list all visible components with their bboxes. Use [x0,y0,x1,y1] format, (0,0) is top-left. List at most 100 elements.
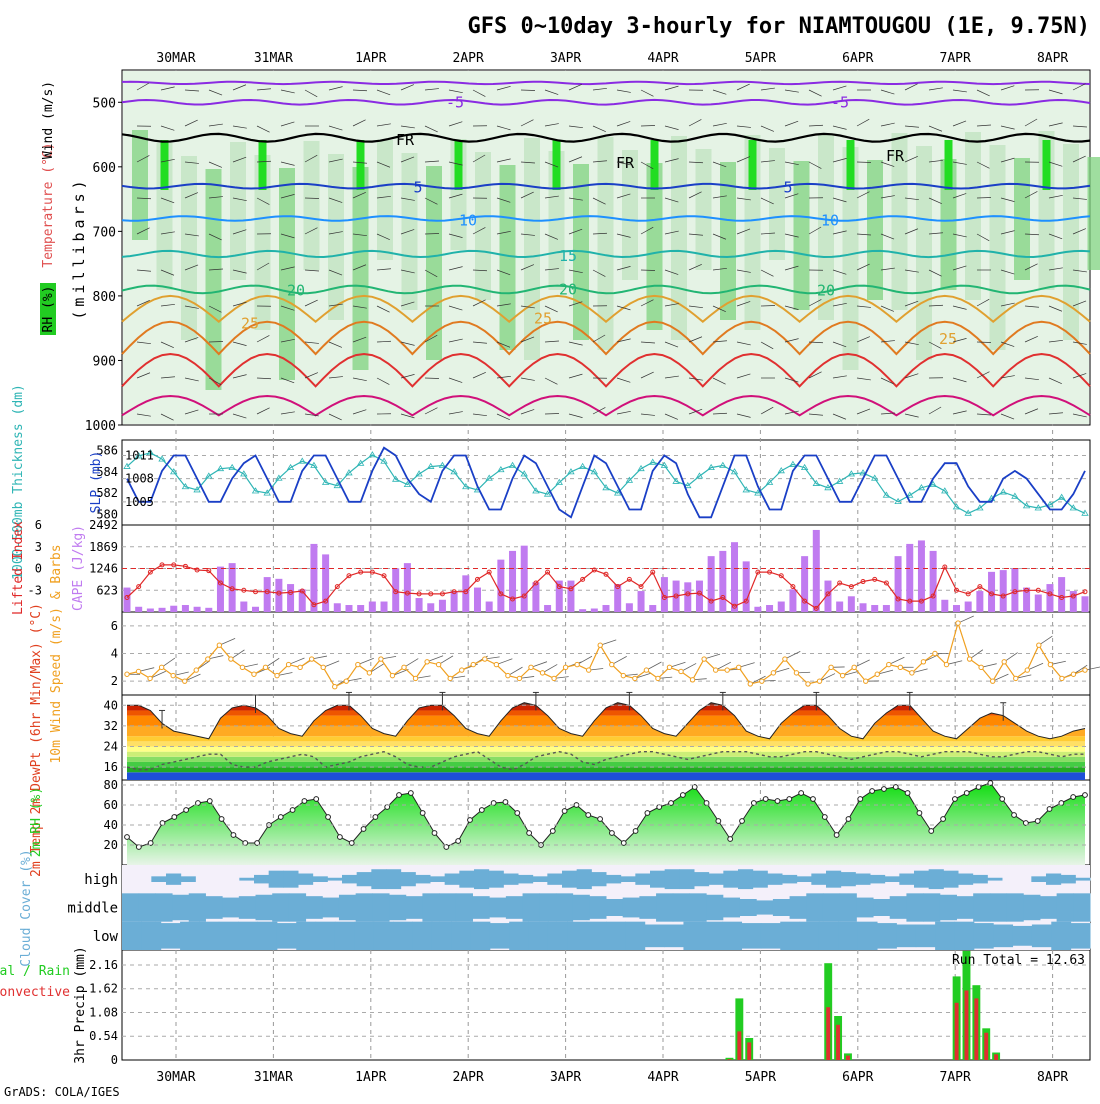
cloud-cell-low [916,925,936,948]
cloud-cell-low [180,922,200,950]
y-tick-label-right: 623 [96,583,118,597]
wind-speed-point [494,662,498,666]
cape-bar [345,605,352,612]
cloud-cell-high [914,871,929,888]
cape-bar [754,607,761,612]
wind-speed-point [863,679,867,683]
cloud-cell-high [723,871,738,888]
y-tick-label: -3 [28,583,42,597]
date-tick-bottom: 31MAR [254,1070,293,1085]
wind-speed-point [921,660,925,664]
cloud-cell-high [1046,874,1061,885]
y-tick-label: 500 [93,96,116,111]
temp-band [122,747,1090,752]
cloud-cell-low [1051,922,1071,950]
cloud-cell-low [858,922,878,950]
cloud-cell-high [782,875,797,884]
rh-shade-cell [965,132,981,300]
wind-speed-point [944,662,948,666]
rh-shade-cell-high [259,140,267,190]
wind-speed-point [529,665,533,669]
wind-speed-point [252,672,256,676]
cloud-cell-high [797,876,812,882]
cloud-cell-middle [289,893,306,921]
rh-point [1083,793,1088,798]
rh-point [787,797,792,802]
rh-point [562,809,567,814]
cloud-cell-high [958,874,973,885]
run-total-annotation: Run Total = 12.63 [952,953,1085,968]
rh-point [408,791,413,796]
cloud-cell-middle [489,898,506,918]
date-tick-bottom: 2APR [453,1070,484,1085]
rh-shade-cell [867,160,883,300]
rh-shade-cell [230,142,246,280]
cloud-cell-middle [773,899,790,916]
wind-speed-point [1083,668,1087,672]
date-tick-top: 31MAR [254,51,293,66]
wind-speed-point [690,678,694,682]
cloud-cell-low [974,923,994,949]
wind-speed-point [956,621,960,625]
cloud-cell-middle [623,898,640,918]
cape-bar [381,602,388,612]
wind-speed-point [148,676,152,680]
cape-axis-label: CAPE (J/kg) [71,525,86,611]
wind-speed-point [575,662,579,666]
precip-convective-bar [984,1033,988,1060]
cloud-cell-high [621,876,636,882]
cape-bar [1046,584,1053,612]
wind-speed-point [390,673,394,677]
date-tick-top: 4APR [647,51,678,66]
wind-legend-label: Wind (m/s) [41,81,56,159]
cape-bar [965,602,972,612]
cloud-cell-middle [639,896,656,919]
cloud-cell-low [354,922,374,950]
cloud-cell-middle [539,893,556,921]
rh-point [337,835,342,840]
cloud-cell-high [899,874,914,885]
cloud-cell-low [529,922,549,950]
cloud-cell-middle [906,893,923,921]
wind-speed-point [910,671,914,675]
wind-speed-point [898,665,902,669]
cloud-cell-low [122,922,142,950]
cloud-cell-low [296,922,316,950]
rh-shade-cell [328,154,344,320]
rh-point [811,797,816,802]
wind-speed-point [1014,676,1018,680]
wind-speed-point [275,673,279,677]
thickness-line [127,453,1085,514]
cape-bar [836,602,843,612]
cloud-cell-low [993,925,1013,948]
wind-speed-point [552,676,556,680]
cloud-cell-high [518,875,533,884]
wind-speed-point [713,668,717,672]
cloud-cell-low [238,922,258,950]
cape-bar [591,609,598,612]
cape-bar [194,607,201,612]
cloud-cell-high [313,876,328,882]
rh-point [373,815,378,820]
temp-band [122,710,1090,715]
cloud-cell-middle [689,893,706,921]
y-tick-label: 1.08 [89,1005,118,1019]
rh-shade-cell [500,165,516,350]
cape-bar [404,563,411,612]
panel-frame-pr [122,950,1090,1060]
cape-bar [135,607,142,612]
cloud-cell-low [703,922,723,950]
cloud-cell-high [415,875,430,884]
wind-speed-point [783,657,787,661]
wind-speed-point [852,665,856,669]
cloud-cell-low [664,925,684,948]
cloud-row-label: low [93,929,119,945]
rh-point [905,791,910,796]
y-tick-label: 2.16 [89,958,118,972]
precip-convective-bar [994,1054,998,1060]
wind-speed-point [621,673,625,677]
cape-bar [731,542,738,612]
rh-point [763,797,768,802]
cape-bar [357,605,364,612]
